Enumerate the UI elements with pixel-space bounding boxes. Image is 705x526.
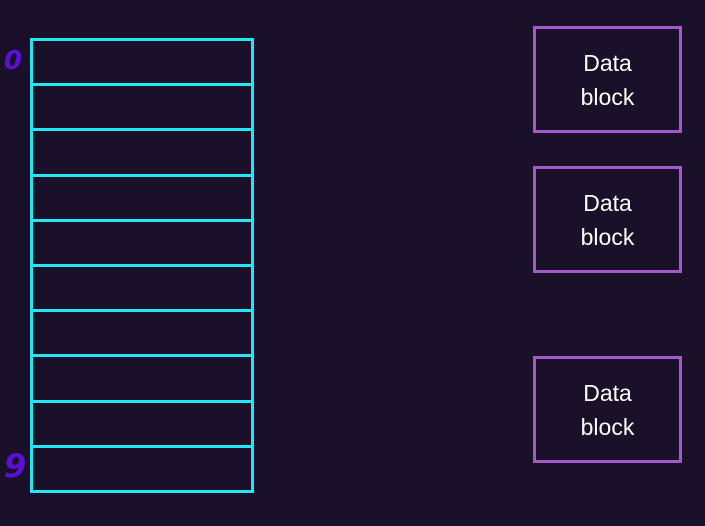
data-block-label: Data block bbox=[580, 189, 635, 250]
index-cell-5 bbox=[33, 267, 251, 313]
data-block-2: Data block bbox=[533, 166, 682, 273]
index-cell-9 bbox=[33, 448, 251, 490]
index-cell-6 bbox=[33, 312, 251, 358]
data-block-3: Data block bbox=[533, 356, 682, 463]
index-cell-0 bbox=[33, 41, 251, 87]
index-label-last: 9 bbox=[4, 447, 27, 485]
index-cell-8 bbox=[33, 403, 251, 448]
data-block-label: Data block bbox=[580, 379, 635, 440]
data-block-label: Data block bbox=[580, 49, 635, 110]
index-cell-4 bbox=[33, 222, 251, 268]
index-label-first: 0 bbox=[4, 46, 23, 76]
index-cell-7 bbox=[33, 357, 251, 403]
index-cell-1 bbox=[33, 86, 251, 132]
index-cell-3 bbox=[33, 177, 251, 222]
index-table bbox=[30, 38, 254, 493]
data-block-1: Data block bbox=[533, 26, 682, 133]
index-cell-2 bbox=[33, 131, 251, 177]
